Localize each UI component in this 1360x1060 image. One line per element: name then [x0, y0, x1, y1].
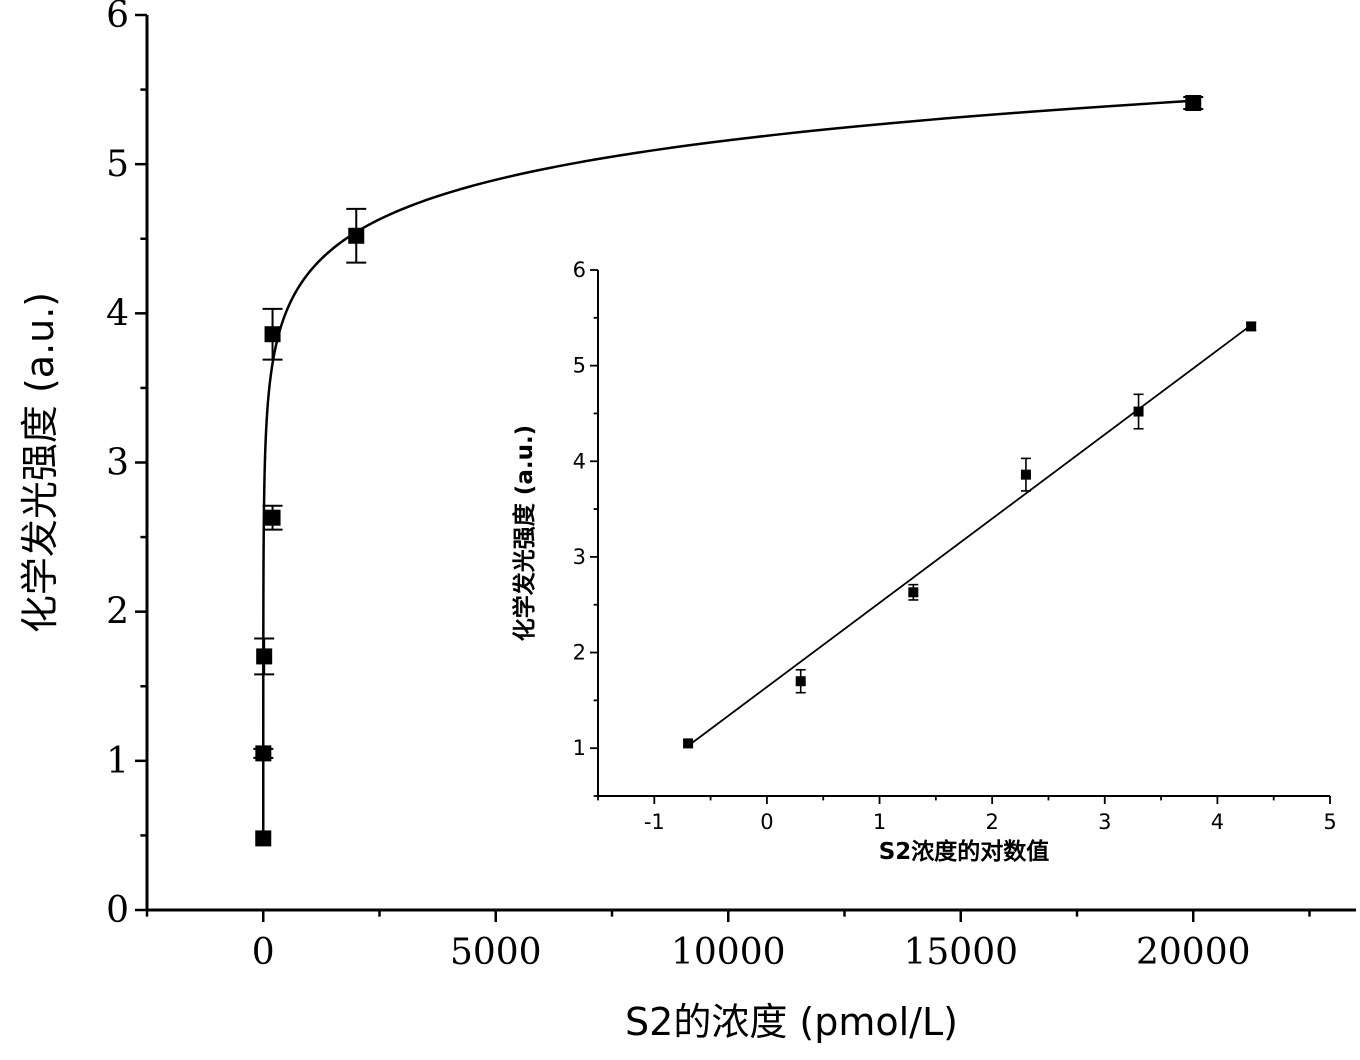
y-tick-label: 0 [106, 890, 129, 931]
data-point [1020, 469, 1031, 480]
x-tick-label: 3 [1098, 810, 1111, 834]
x-tick-label: 0 [760, 810, 773, 834]
y-tick-label: 6 [573, 258, 586, 282]
data-point [1185, 95, 1202, 112]
data-point [348, 227, 365, 244]
x-tick-label: 15000 [903, 932, 1018, 973]
x-tick-label: 0 [252, 932, 275, 973]
y-tick-label: 5 [573, 354, 586, 378]
y-tick-label: 2 [573, 641, 586, 665]
y-tick-label: 2 [106, 592, 129, 633]
x-tick-label: 4 [1211, 810, 1224, 834]
x-tick-label: 1 [873, 810, 886, 834]
y-tick-label: 4 [573, 449, 586, 473]
y-axis-title: 化学发光强度 (a.u.) [511, 425, 538, 641]
x-axis-title: S2的浓度 (pmol/L) [625, 1000, 958, 1044]
inset-chart: -1 0 1 2 3 4 5 1 2 3 4 5 6 S2浓度的对数值 化学发光强度 (a.u.) [511, 258, 1337, 865]
y-tick-label: 3 [573, 545, 586, 569]
y-tick-label: 5 [106, 144, 129, 185]
y-tick-label: 1 [573, 736, 586, 760]
x-axis-title: S2浓度的对数值 [879, 838, 1050, 865]
y-tick-label: 4 [106, 293, 129, 334]
x-tick-label: 10000 [671, 932, 786, 973]
data-point [264, 509, 281, 526]
data-point [255, 745, 272, 762]
x-tick-label: 5 [1323, 810, 1336, 834]
data-point [1133, 406, 1144, 417]
data-point [264, 326, 281, 343]
main-chart: 0 5000 10000 15000 20000 0 1 2 3 4 5 6 S2的浓度 (pmol/L… [18, 0, 1356, 1044]
y-tick-label: 6 [106, 0, 129, 36]
data-point [683, 738, 694, 749]
y-tick-label: 3 [106, 443, 129, 484]
data-point [1246, 321, 1257, 332]
data-point [795, 676, 806, 687]
y-axis-title: 化学发光强度 (a.u.) [18, 292, 62, 633]
data-point [908, 587, 919, 598]
data-point [255, 830, 272, 847]
x-tick-label: -1 [644, 810, 665, 834]
x-tick-label: 5000 [450, 932, 542, 973]
fit-curve [262, 99, 1194, 732]
x-tick-label: 2 [985, 810, 998, 834]
data-point [256, 648, 273, 665]
y-tick-label: 1 [106, 741, 129, 782]
x-tick-label: 20000 [1136, 932, 1251, 973]
fit-line [687, 324, 1252, 747]
